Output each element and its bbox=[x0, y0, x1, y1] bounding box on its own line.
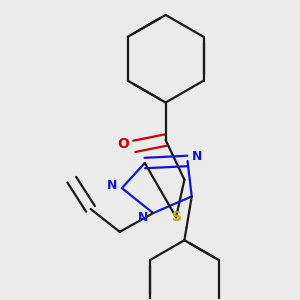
Text: O: O bbox=[117, 137, 129, 151]
Text: S: S bbox=[172, 210, 182, 224]
Text: N: N bbox=[107, 179, 118, 193]
Text: N: N bbox=[137, 211, 148, 224]
Text: N: N bbox=[192, 150, 202, 163]
